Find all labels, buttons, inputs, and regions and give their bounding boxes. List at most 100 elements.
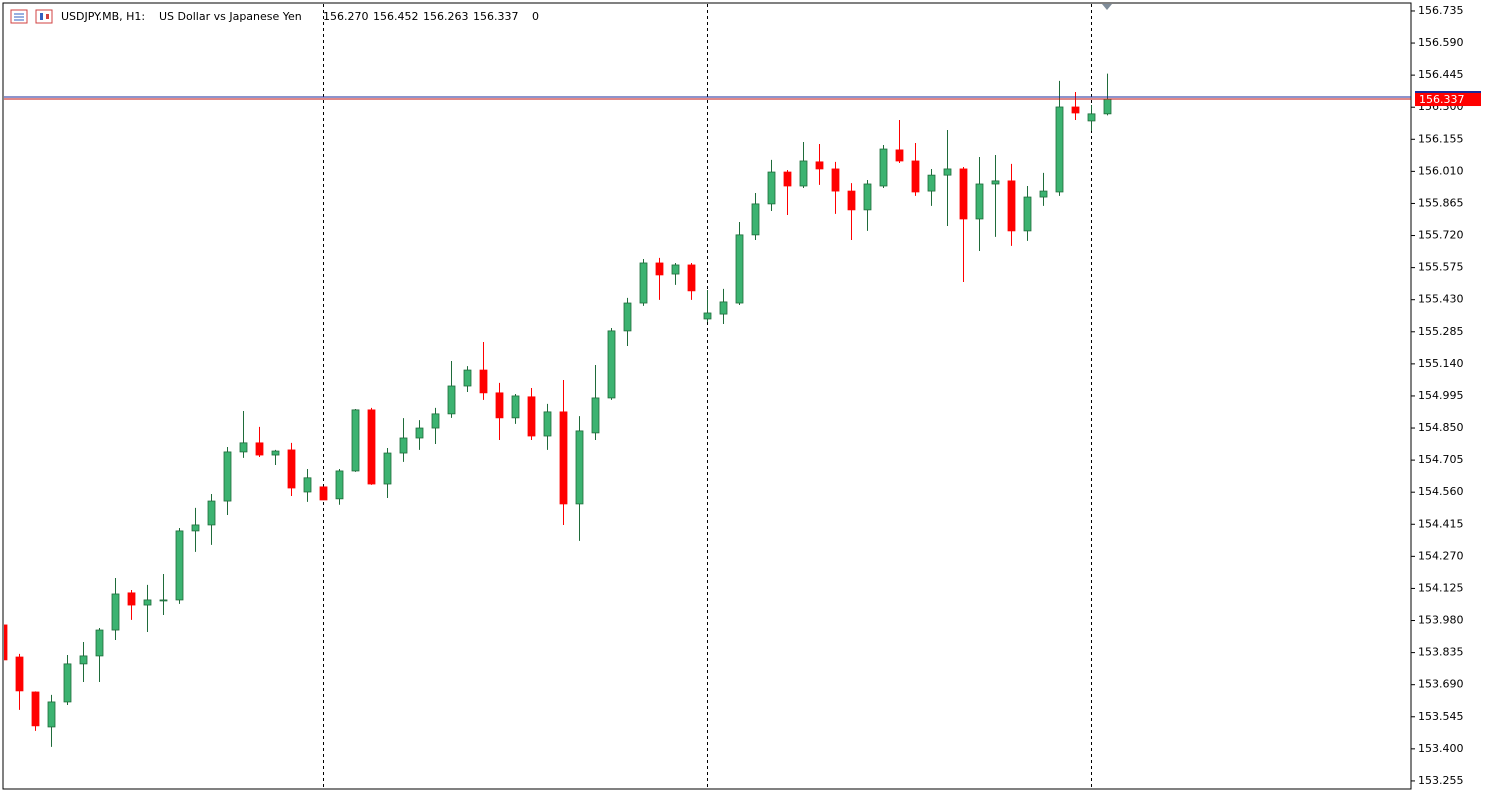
candle-body	[1087, 113, 1096, 122]
candle-body	[655, 262, 664, 276]
candle-body	[31, 691, 40, 727]
candles	[4, 73, 1112, 747]
candle-body	[79, 655, 88, 665]
candle-body	[351, 409, 360, 472]
candle-body	[959, 168, 968, 220]
y-tick-label: 154.270	[1418, 549, 1464, 562]
candle-body	[47, 701, 56, 728]
candle-body	[607, 330, 616, 399]
y-tick-label: 153.400	[1418, 742, 1464, 755]
candle-body	[799, 160, 808, 187]
candle-body	[783, 171, 792, 187]
candle-body	[975, 183, 984, 220]
y-tick-label: 155.720	[1418, 229, 1464, 242]
header-icons	[10, 9, 53, 24]
candle-body	[511, 395, 520, 419]
candle-body	[911, 160, 920, 193]
price-box	[1415, 92, 1481, 107]
icon-bar	[46, 14, 49, 19]
y-tick-label: 153.980	[1418, 614, 1464, 627]
y-tick-label: 156.155	[1418, 132, 1464, 145]
y-tick-label: 156.445	[1418, 68, 1464, 81]
candle-body	[447, 385, 456, 415]
candle-body	[223, 451, 232, 502]
candle-body	[943, 168, 952, 176]
y-tick-label: 153.835	[1418, 646, 1464, 659]
candle-body	[1103, 98, 1112, 115]
candle-body	[639, 262, 648, 304]
y-tick-label: 155.865	[1418, 196, 1464, 209]
candle-body	[527, 396, 536, 437]
candle-body	[687, 264, 696, 292]
header-value: 156.270	[323, 10, 369, 23]
candle-body	[991, 180, 1000, 185]
y-tick-label: 154.125	[1418, 581, 1464, 594]
y-tick-label: 156.735	[1418, 4, 1464, 17]
y-tick-label: 154.995	[1418, 389, 1464, 402]
candle-body	[591, 397, 600, 434]
candle-body	[207, 500, 216, 526]
y-tick-label: 153.690	[1418, 678, 1464, 691]
candle-body	[383, 452, 392, 485]
candle-body	[479, 369, 488, 394]
candle-body	[767, 171, 776, 205]
candle-body	[367, 409, 376, 485]
y-tick-label: 153.545	[1418, 710, 1464, 723]
candle-body	[575, 430, 584, 505]
candle-body	[719, 301, 728, 315]
y-tick-label: 154.705	[1418, 453, 1464, 466]
candle-body	[847, 190, 856, 211]
candle-body	[399, 437, 408, 454]
y-tick-label: 155.575	[1418, 261, 1464, 274]
shift-marker[interactable]	[1102, 4, 1112, 10]
symbol-label: USDJPY.MB, H1:	[61, 10, 145, 23]
candle-body	[271, 450, 280, 456]
y-tick-label: 153.255	[1418, 774, 1464, 787]
candle-body	[111, 593, 120, 631]
candle-body	[63, 663, 72, 703]
candle-body	[287, 449, 296, 489]
y-tick-label: 155.430	[1418, 293, 1464, 306]
candle-body	[255, 442, 264, 456]
candle-body	[751, 203, 760, 236]
candle-body	[863, 183, 872, 211]
candle-body	[815, 161, 824, 170]
candle-body	[159, 599, 168, 602]
candle-body	[127, 592, 136, 606]
candle-body	[463, 369, 472, 387]
header-value: 156.263	[423, 10, 469, 23]
candle-body	[671, 264, 680, 275]
candle-body	[431, 413, 440, 429]
candle-body	[191, 524, 200, 532]
candle-body	[175, 530, 184, 601]
y-tick-label: 154.560	[1418, 485, 1464, 498]
y-tick-label: 156.590	[1418, 36, 1464, 49]
candle-body	[543, 411, 552, 437]
candle-body	[1023, 196, 1032, 232]
candle-body	[303, 477, 312, 493]
candle-body	[895, 149, 904, 162]
price-label: 156.337	[1419, 93, 1465, 106]
candle-body	[1039, 190, 1048, 198]
candle-body	[1071, 106, 1080, 114]
candle-body	[1055, 106, 1064, 193]
header-value: 0	[532, 10, 539, 23]
candle-body	[735, 234, 744, 304]
symbol-description: US Dollar vs Japanese Yen	[159, 10, 302, 23]
candle-body	[15, 656, 24, 692]
y-tick-label: 154.415	[1418, 517, 1464, 530]
y-tick-label: 154.850	[1418, 421, 1464, 434]
y-tick-label: 156.010	[1418, 164, 1464, 177]
candle-body	[239, 442, 248, 453]
candle-body	[927, 174, 936, 192]
candle-body	[95, 629, 104, 657]
candle-body	[831, 168, 840, 192]
candle-body	[703, 312, 712, 320]
candle-body	[495, 392, 504, 419]
icon[interactable]	[35, 9, 53, 24]
candle-body	[335, 470, 344, 500]
candle-body	[623, 302, 632, 332]
header-value: 156.452	[373, 10, 419, 23]
candle-body	[143, 599, 152, 606]
